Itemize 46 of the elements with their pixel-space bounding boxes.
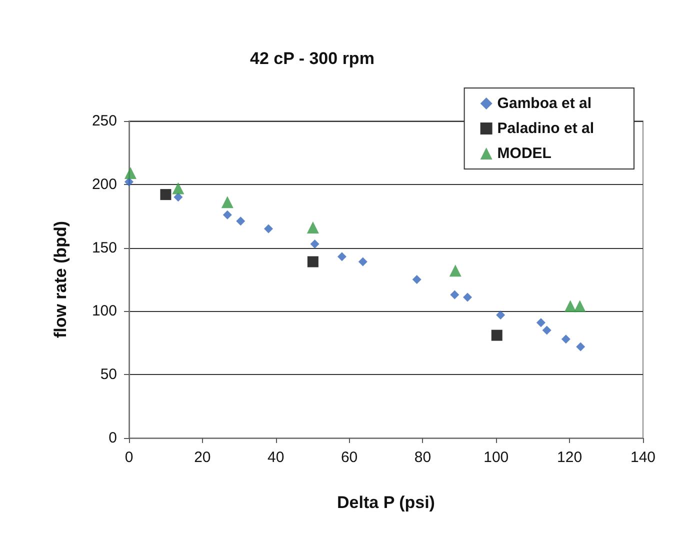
point xyxy=(574,300,586,312)
legend-label: MODEL xyxy=(497,145,552,162)
y-tick-label: 200 xyxy=(92,176,117,193)
point xyxy=(174,192,183,202)
point xyxy=(310,239,320,248)
chart-title: 42 cP - 300 rpm xyxy=(250,49,374,68)
x-tick-label: 0 xyxy=(124,449,134,466)
point xyxy=(491,330,502,341)
y-tick-label: 250 xyxy=(92,112,117,130)
point xyxy=(337,252,346,262)
y-tick-label: 150 xyxy=(92,239,117,256)
legend-label: Gamboa et al xyxy=(497,95,592,112)
x-tick-label: 20 xyxy=(194,449,211,466)
point xyxy=(221,196,234,208)
x-tick-label: 60 xyxy=(340,449,358,466)
legend-label: Paladino et al xyxy=(497,120,594,137)
y-axis-title: flow rate (bpd) xyxy=(51,220,70,338)
x-tick-label: 40 xyxy=(268,449,284,466)
point xyxy=(307,256,318,268)
x-tick-label: 140 xyxy=(630,449,656,466)
point xyxy=(496,310,506,320)
point xyxy=(264,224,274,234)
point xyxy=(536,318,546,328)
point xyxy=(450,290,460,300)
point xyxy=(561,334,570,344)
point xyxy=(306,222,319,234)
point xyxy=(463,292,472,302)
point xyxy=(576,342,586,352)
point xyxy=(124,166,136,179)
x-tick-label: 80 xyxy=(414,449,432,466)
x-axis-title: Delta P (psi) xyxy=(337,493,435,512)
y-tick-label: 100 xyxy=(92,302,117,320)
point xyxy=(236,216,246,226)
x-tick-label: 120 xyxy=(557,449,582,466)
point xyxy=(412,275,422,284)
point xyxy=(542,326,552,335)
point xyxy=(358,257,368,266)
point xyxy=(222,210,232,220)
y-tick-label: 0 xyxy=(108,430,117,446)
y-tick-label: 50 xyxy=(100,366,117,384)
x-tick-label: 100 xyxy=(484,449,509,466)
point xyxy=(172,182,184,194)
point xyxy=(449,264,462,277)
point xyxy=(160,189,172,200)
point xyxy=(124,177,134,186)
point xyxy=(564,300,576,312)
